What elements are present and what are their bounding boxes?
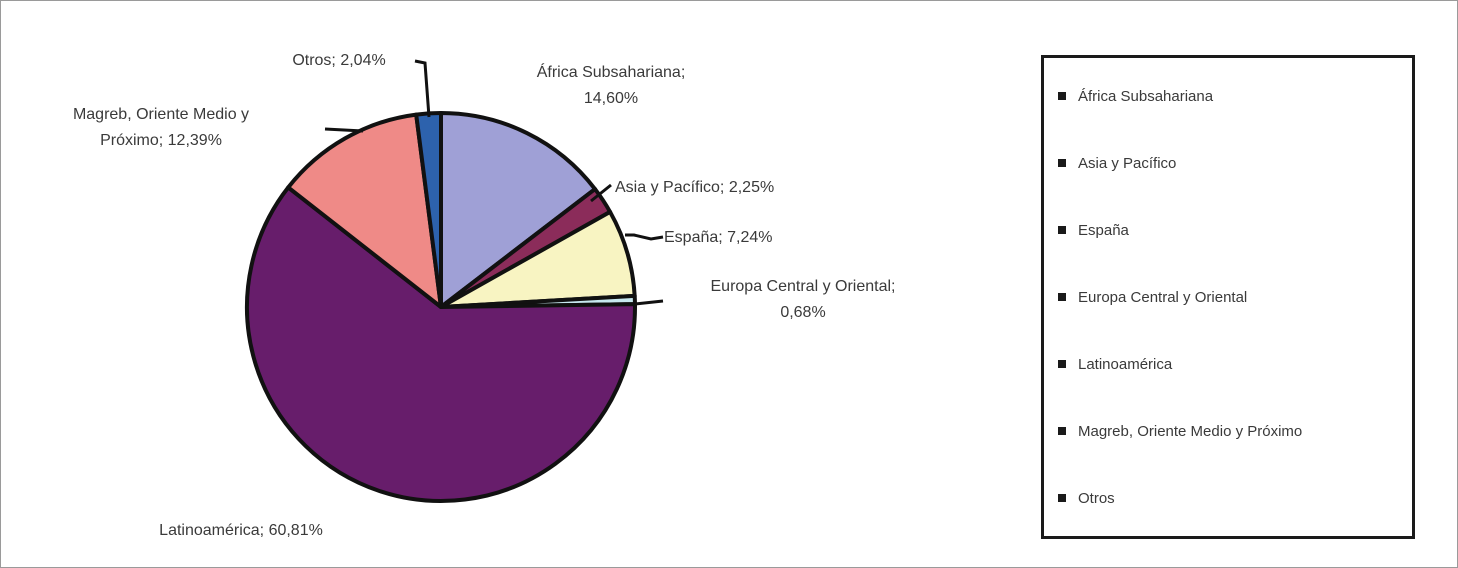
legend-swatch (1058, 159, 1066, 167)
slice-label: África Subsahariana; 14,60% (537, 62, 686, 107)
leader-line (634, 299, 664, 306)
slice-label: Magreb, Oriente Medio y Próximo; 12,39% (73, 106, 249, 149)
legend-label: Latinoamérica (1078, 355, 1173, 373)
slice-label-line: Asia y Pacífico; 2,25% (615, 179, 774, 196)
legend-item: Europa Central y Oriental (1058, 287, 1247, 307)
legend-item: Latinoamérica (1058, 354, 1172, 374)
legend-swatch (1058, 226, 1066, 234)
legend-label: África Subsahariana (1078, 87, 1214, 105)
leader-line (590, 183, 612, 203)
pie-slice (439, 111, 598, 309)
slice-label-line: 0,68% (780, 304, 825, 321)
legend-item: África Subsahariana (1058, 86, 1213, 106)
legend-swatch (1058, 360, 1066, 368)
slice-label: España; 7,24% (664, 229, 773, 246)
legend: África Subsahariana Asia y Pacífico Espa… (1041, 55, 1415, 539)
leader-line (414, 59, 431, 118)
leader-line (324, 127, 364, 133)
slice-label-line: 14,60% (584, 90, 638, 107)
legend-swatch (1058, 427, 1066, 435)
slice-label-line: Magreb, Oriente Medio y (73, 106, 249, 123)
pie-slice (286, 112, 443, 309)
slice-label-line: Otros; 2,04% (292, 52, 385, 69)
slice-label: Otros; 2,04% (292, 52, 385, 69)
legend-item: Otros (1058, 488, 1115, 508)
legend-swatch (1058, 92, 1066, 100)
legend-label: Otros (1078, 489, 1115, 507)
slice-label: Latinoamérica; 60,81% (159, 522, 323, 539)
slice-label-line: África Subsahariana; (537, 62, 686, 81)
legend-label: España (1078, 221, 1129, 239)
legend-swatch (1058, 293, 1066, 301)
legend-label: Asia y Pacífico (1078, 154, 1177, 172)
pie-slices (245, 110, 637, 503)
legend-item: Asia y Pacífico (1058, 153, 1176, 173)
slice-label-line: España; 7,24% (664, 229, 773, 246)
pie-chart: África Subsahariana; 14,60% Asia y Pacífic… (73, 52, 896, 539)
slice-label: Europa Central y Oriental; 0,68% (711, 278, 896, 321)
pie-slice (245, 185, 637, 503)
legend-item: Magreb, Oriente Medio y Próximo (1058, 421, 1302, 441)
legend-label: Magreb, Oriente Medio y Próximo (1078, 422, 1303, 440)
legend-label: Europa Central y Oriental (1078, 288, 1248, 306)
slice-label: Asia y Pacífico; 2,25% (615, 179, 774, 196)
leader-line (625, 233, 664, 241)
legend-item: España (1058, 220, 1129, 240)
slice-labels: África Subsahariana; 14,60% Asia y Pacífic… (73, 52, 896, 539)
legend-swatch (1058, 494, 1066, 502)
leader-lines (324, 59, 664, 306)
slice-label-line: Latinoamérica; 60,81% (159, 522, 323, 539)
slice-label-line: Europa Central y Oriental; (711, 278, 896, 295)
slice-label-line: Próximo; 12,39% (100, 132, 222, 149)
